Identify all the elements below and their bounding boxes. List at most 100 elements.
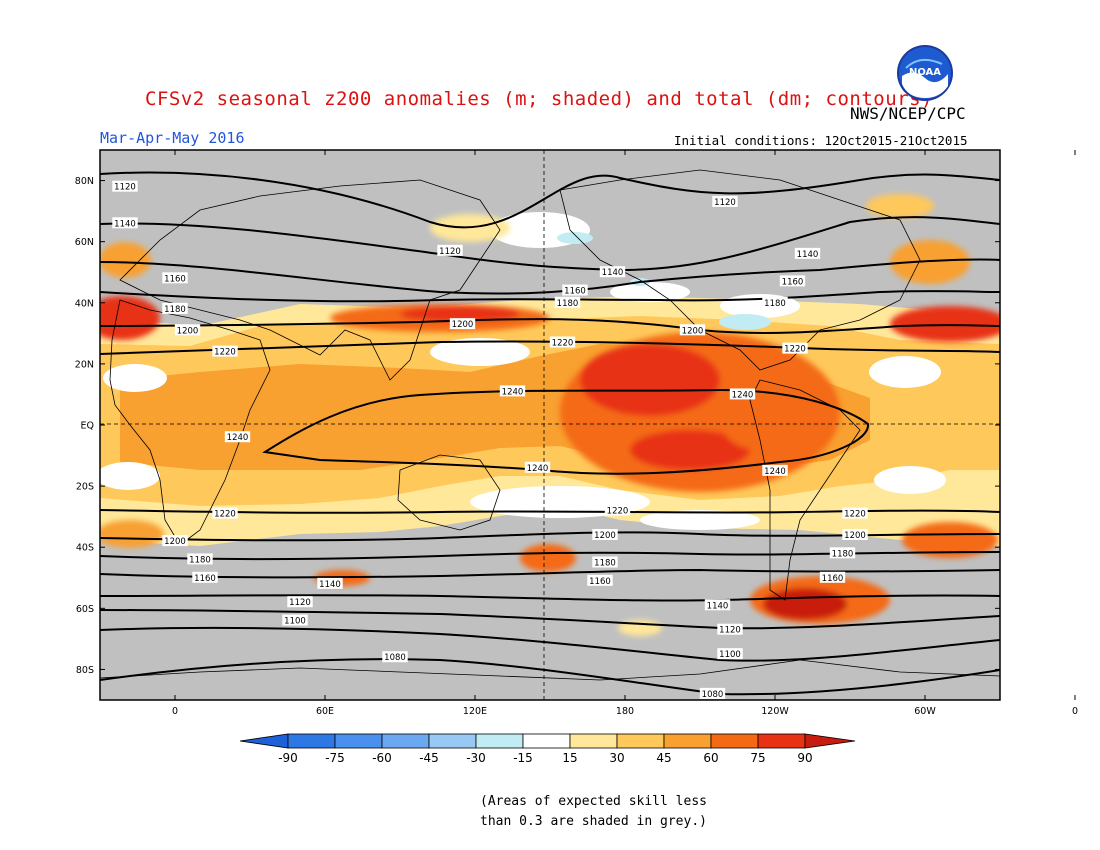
- lat-tick-label: 20N: [75, 359, 94, 370]
- contour-label-bg: [704, 599, 731, 611]
- contour-label: 1140: [602, 268, 624, 278]
- contour-label-bg: [524, 461, 551, 473]
- lat-tick-label: EQ: [81, 421, 94, 432]
- contour-label: 1180: [832, 549, 854, 559]
- lat-tick-label: 80S: [76, 665, 94, 676]
- contour-1080-south: [100, 658, 1000, 696]
- contour-label: 1160: [194, 574, 216, 584]
- contour-label-bg: [187, 553, 213, 565]
- colorbar-tick-label: -45: [419, 751, 439, 765]
- contour-label-bg: [842, 507, 868, 519]
- contour-label-bg: [592, 556, 618, 568]
- contour-label-bg: [554, 296, 581, 308]
- contour-label: 1100: [719, 650, 741, 660]
- contour-label-bg: [549, 336, 576, 348]
- contour-1200-north: [100, 318, 1000, 334]
- contour-label: 1200: [844, 531, 866, 541]
- contour-label-bg: [717, 648, 743, 660]
- colorbar-tick-label: 45: [656, 751, 671, 765]
- lon-tick-label: 60W: [914, 706, 936, 717]
- chart-title: CFSv2 seasonal z200 anomalies (m; shaded…: [145, 88, 933, 110]
- contour-label: 1240: [732, 390, 754, 400]
- contour-label: 1120: [439, 247, 461, 257]
- colorbar-tick-label: -75: [325, 751, 345, 765]
- contour-label-bg: [762, 464, 788, 476]
- colorbar-tick-label: -30: [466, 751, 486, 765]
- contour-label: 1240: [764, 467, 786, 477]
- contour-label: 1240: [527, 464, 549, 474]
- footnote: (Areas of expected skill less than 0.3 a…: [480, 792, 707, 832]
- contour-label-bg: [779, 275, 806, 287]
- footnote-line-2: than 0.3 are shaded in grey.): [480, 814, 707, 829]
- colorbar-arrow-right: [804, 733, 856, 749]
- contour-label-bg: [829, 547, 856, 559]
- contour-label: 1180: [764, 299, 786, 309]
- contour-label-bg: [287, 596, 313, 608]
- contour-label-bg: [162, 272, 188, 284]
- lon-tick-label: 0: [172, 706, 178, 717]
- lat-tick-label: 20S: [76, 482, 94, 493]
- contour-label: 1220: [607, 507, 629, 517]
- contour-label: 1200: [682, 326, 704, 336]
- contour-label-bg: [729, 388, 756, 400]
- contour-label: 1200: [164, 537, 186, 547]
- coast-north-america: [559, 169, 921, 371]
- colorbar-bin: [616, 733, 665, 749]
- colorbar-bin: [475, 733, 524, 749]
- contour-label: 1080: [702, 690, 724, 700]
- contour-1180-north: [100, 290, 1000, 303]
- agency-label: NWS/NCEP/CPC: [850, 104, 966, 123]
- lat-tick-label: 60S: [76, 604, 94, 615]
- contour-label: 1220: [784, 345, 806, 355]
- contour-label: 1180: [189, 555, 211, 565]
- contour-label-bg: [592, 529, 618, 540]
- contour-1120-north: [100, 171, 1000, 229]
- contour-label-bg: [449, 318, 476, 330]
- contour-1140-south: [100, 594, 1000, 602]
- contour-label: 1140: [707, 601, 729, 611]
- lon-tick-label: 60E: [316, 706, 334, 717]
- contour-label: 1100: [284, 617, 306, 627]
- colorbar-tick-label: 75: [750, 751, 765, 765]
- lon-tick-label: 180: [616, 706, 634, 717]
- contour-label-bg: [604, 504, 631, 516]
- contour-label-bg: [174, 324, 201, 336]
- colorbar-bin: [428, 733, 477, 749]
- contour-label-bg: [192, 571, 218, 583]
- plot-area: 1120114011601180120012201240112011401160…: [100, 150, 1000, 700]
- coastlines: [100, 169, 1000, 681]
- colorbar-tick-label: -60: [372, 751, 392, 765]
- longitude-axis: 0 60E 120E 180 120W 60W 0: [172, 150, 1078, 717]
- initial-conditions-label: Initial conditions: 12Oct2015-21Oct2015: [674, 133, 968, 148]
- contour-label-bg: [819, 571, 846, 583]
- contour-label: 1180: [594, 559, 616, 569]
- colorbar-bin: [710, 733, 759, 749]
- contour-label: 1120: [114, 183, 136, 193]
- lon-tick-label: 120E: [463, 706, 487, 717]
- contour-label-bg: [112, 217, 138, 229]
- lat-tick-label: 60N: [75, 237, 94, 248]
- contour-label-bg: [587, 574, 613, 586]
- lon-tick-label: 0: [1072, 706, 1078, 717]
- contour-label-bg: [782, 342, 808, 354]
- contour-1120-south: [100, 609, 1000, 630]
- contour-label: 1180: [164, 305, 186, 315]
- contour-label: 1120: [714, 198, 736, 208]
- contour-label-bg: [499, 385, 526, 397]
- contour-label: 1200: [594, 531, 616, 541]
- contour-label-bg: [112, 180, 138, 192]
- footnote-line-1: (Areas of expected skill less: [480, 794, 707, 809]
- lat-tick-label: 80N: [75, 176, 94, 187]
- anomaly-center-pacific: [560, 332, 840, 492]
- contour-label-bg: [212, 507, 238, 519]
- colorbar-tick-label: -90: [278, 751, 298, 765]
- season-label: Mar-Apr-May 2016: [100, 129, 245, 147]
- colorbar-bin: [569, 733, 618, 749]
- contour-label-bg: [437, 244, 463, 256]
- coast-antarctica: [100, 659, 1000, 681]
- lat-tick-label: 40S: [76, 543, 94, 554]
- colorbar-tick-label: 30: [609, 751, 624, 765]
- contour-label: 1160: [782, 277, 804, 287]
- colorbar-tick-label: -15: [513, 751, 533, 765]
